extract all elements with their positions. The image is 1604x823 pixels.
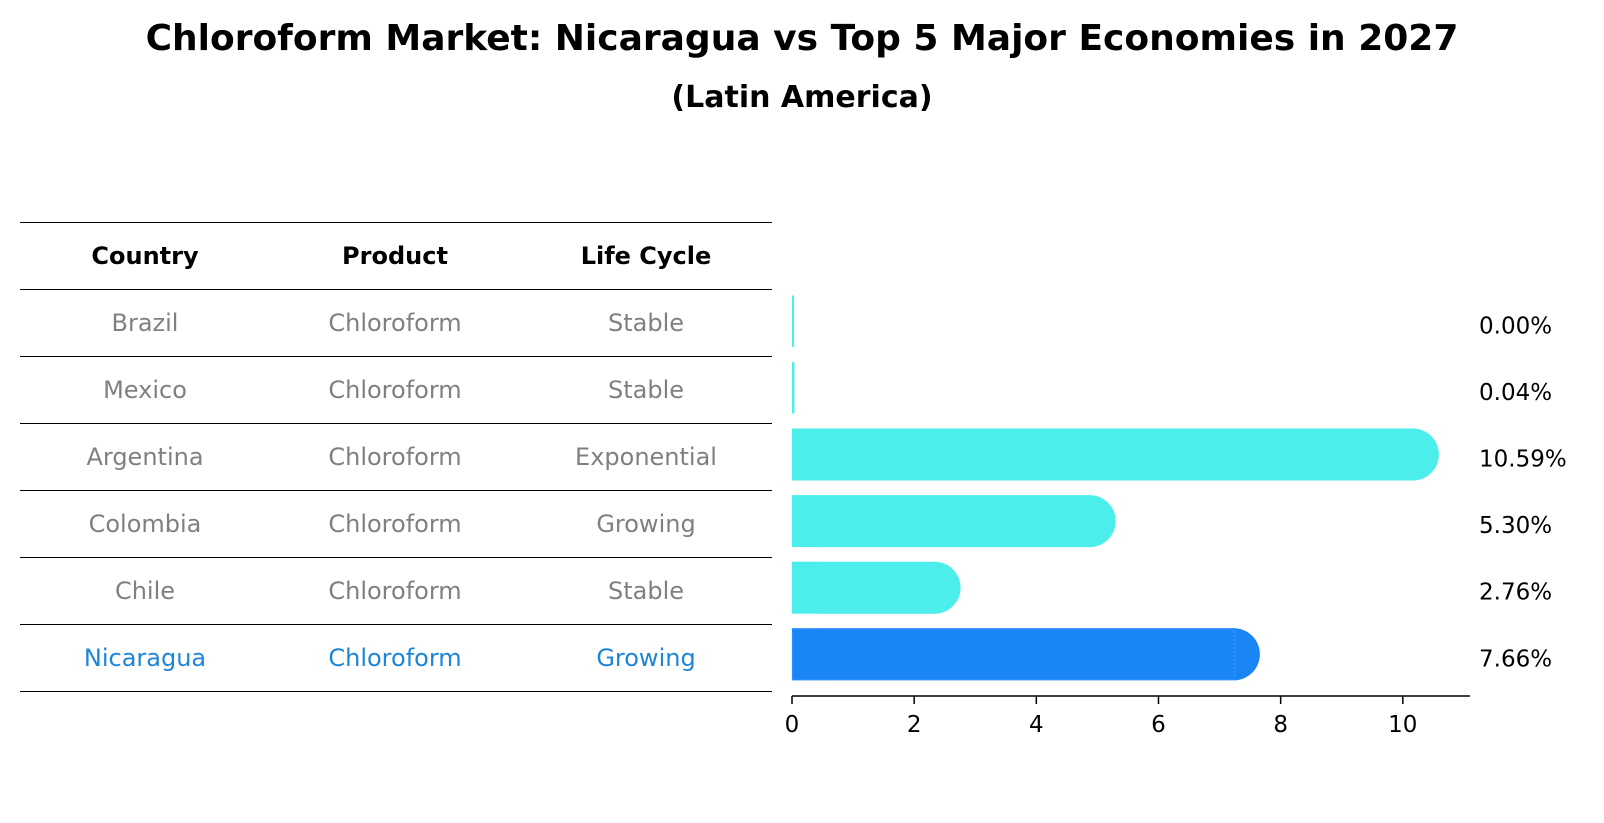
header-product: Product	[270, 222, 520, 290]
header-country: Country	[20, 222, 270, 290]
table-row: Colombia Chloroform Growing	[20, 490, 772, 558]
cell-country: Mexico	[20, 356, 270, 424]
bar-left-edge	[792, 628, 818, 681]
bar-left-edge	[792, 495, 818, 548]
cell-product: Chloroform	[270, 557, 520, 625]
cell-country: Colombia	[20, 490, 270, 558]
x-tick-label: 2	[907, 712, 922, 738]
bar-brazil	[792, 295, 794, 348]
bar-argentina	[792, 428, 1439, 481]
header-life-cycle: Life Cycle	[520, 222, 772, 290]
cell-product: Chloroform	[270, 356, 520, 424]
value-label-nicaragua: 7.66%	[1479, 646, 1552, 672]
table-row: Brazil Chloroform Stable	[20, 289, 772, 357]
value-label-brazil: 0.00%	[1479, 313, 1552, 339]
x-tick-label: 6	[1151, 712, 1166, 738]
cell-product: Chloroform	[270, 423, 520, 491]
cell-country: Argentina	[20, 423, 270, 491]
value-label-mexico: 0.04%	[1479, 380, 1552, 406]
value-label-chile: 2.76%	[1479, 580, 1552, 606]
x-tick-label: 8	[1273, 712, 1288, 738]
cell-product: Chloroform	[270, 624, 520, 692]
cell-life-cycle: Growing	[520, 624, 772, 692]
cell-product: Chloroform	[270, 289, 520, 357]
cell-life-cycle: Stable	[520, 557, 772, 625]
cell-country: Brazil	[20, 289, 270, 357]
cell-life-cycle: Growing	[520, 490, 772, 558]
bar-chile	[792, 561, 961, 614]
cell-life-cycle: Exponential	[520, 423, 772, 491]
chart-title: Chloroform Market: Nicaragua vs Top 5 Ma…	[145, 18, 1459, 59]
x-tick-label: 10	[1388, 712, 1417, 738]
table-row: Argentina Chloroform Exponential	[20, 423, 772, 491]
chart-subtitle: (Latin America)	[671, 80, 933, 115]
cell-product: Chloroform	[270, 490, 520, 558]
cell-life-cycle: Stable	[520, 289, 772, 357]
cell-country: Chile	[20, 557, 270, 625]
table-row-highlight: Nicaragua Chloroform Growing	[20, 624, 772, 692]
bar-nicaragua	[792, 628, 1260, 681]
value-label-colombia: 5.30%	[1479, 513, 1552, 539]
table-row: Mexico Chloroform Stable	[20, 356, 772, 424]
x-tick-label: 0	[785, 712, 800, 738]
table-header-row: Country Product Life Cycle	[20, 222, 772, 290]
bar-left-edge	[792, 428, 818, 481]
x-tick-label: 4	[1029, 712, 1044, 738]
value-label-argentina: 10.59%	[1479, 447, 1567, 473]
bar-left-edge	[792, 561, 818, 614]
bar-mexico	[792, 361, 795, 414]
table-row: Chile Chloroform Stable	[20, 557, 772, 625]
bar-colombia	[792, 495, 1116, 548]
bar-highlight-outline	[791, 628, 1236, 681]
cell-life-cycle: Stable	[520, 356, 772, 424]
market-table: Country Product Life Cycle Brazil Chloro…	[20, 222, 772, 692]
cell-country: Nicaragua	[20, 624, 270, 692]
